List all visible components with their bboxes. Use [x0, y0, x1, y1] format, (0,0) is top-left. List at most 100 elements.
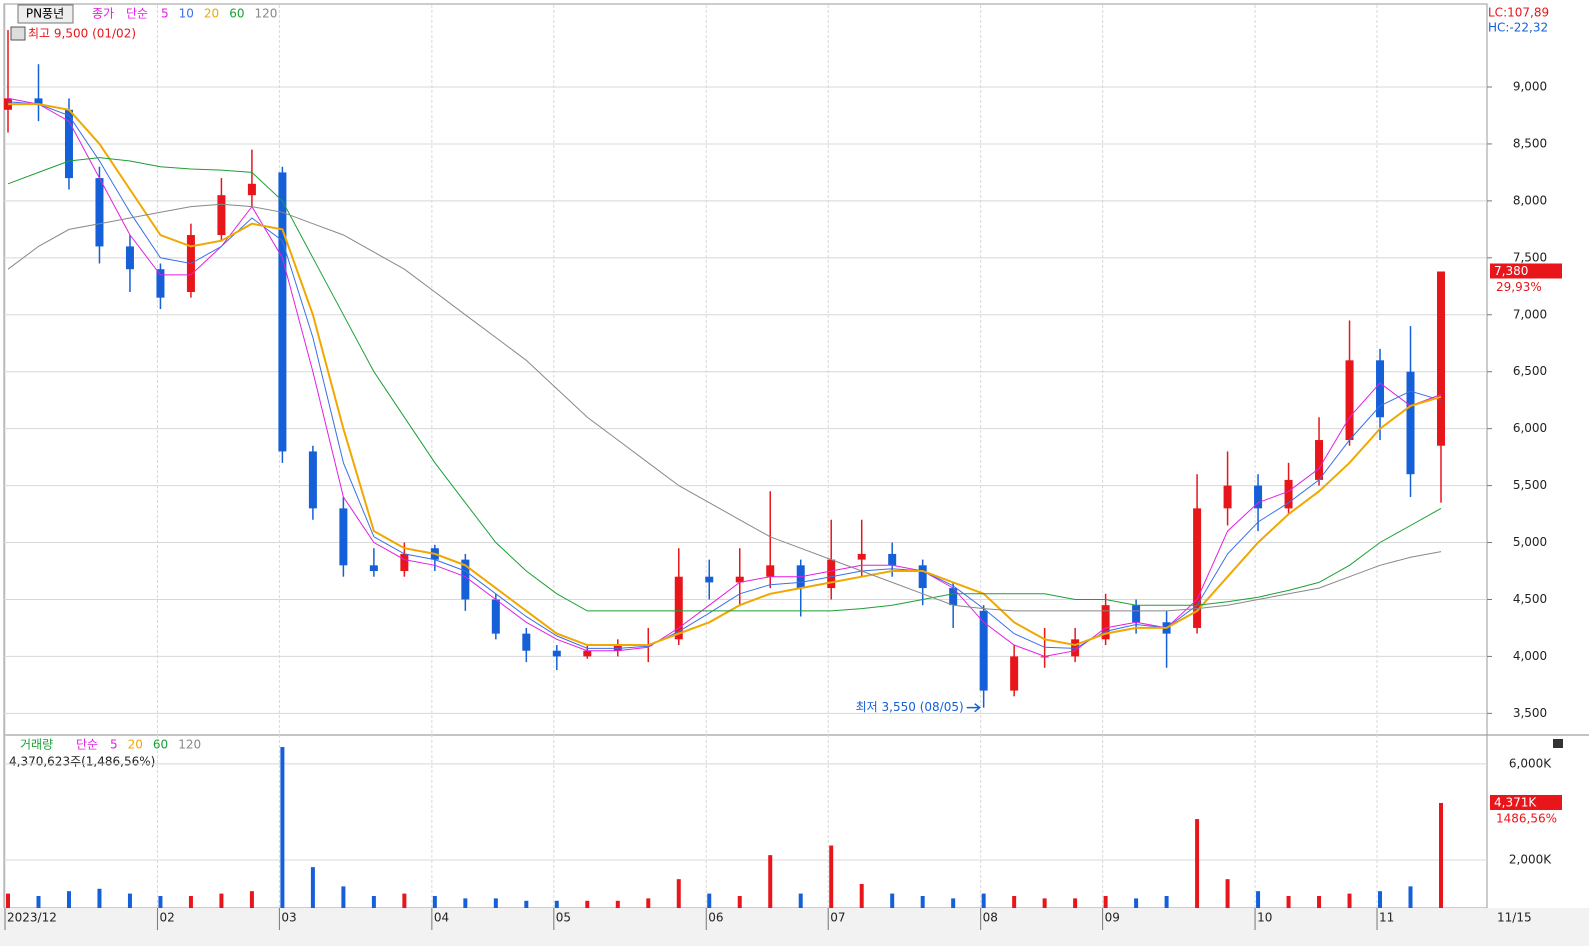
- volume-bar: [890, 893, 895, 908]
- candle-body: [979, 610, 988, 691]
- candle-body: [64, 109, 73, 179]
- lc-label: LC:107,89: [1488, 6, 1549, 20]
- volume-bar: [1164, 895, 1169, 908]
- volume-bar: [463, 898, 468, 908]
- y-tick-label: 7,500: [1513, 250, 1547, 264]
- volume-bar: [188, 895, 193, 908]
- volume-bar: [1042, 898, 1047, 908]
- price-tag-label: 7,380: [1494, 264, 1528, 278]
- candle-body: [217, 195, 226, 236]
- y-tick-label: 7,000: [1513, 307, 1547, 321]
- volume-bar: [97, 888, 102, 908]
- x-tick-label: 09: [1105, 911, 1120, 925]
- candle-body: [369, 565, 378, 572]
- volume-bar: [707, 893, 712, 908]
- candle-body: [1193, 508, 1202, 628]
- candle-body: [247, 183, 256, 196]
- change-label: 29,93%: [1496, 280, 1542, 294]
- volume-bar: [310, 867, 315, 908]
- candle-body: [735, 576, 744, 583]
- ma-line: [8, 103, 1442, 647]
- x-tick-label: 05: [556, 911, 571, 925]
- volume-bar: [1256, 891, 1261, 908]
- candle-body: [827, 559, 836, 589]
- volume-bar: [371, 895, 376, 908]
- candle-body: [1345, 360, 1354, 441]
- candle-body: [461, 559, 470, 600]
- volume-bar: [554, 900, 559, 908]
- candle-body: [857, 553, 866, 560]
- x-tick-label: 04: [434, 911, 449, 925]
- x-tick-label: 02: [159, 911, 174, 925]
- volume-bar: [798, 893, 803, 908]
- ma-line: [7, 97, 1442, 657]
- volume-bar: [920, 895, 925, 908]
- candle-body: [674, 576, 683, 640]
- y-tick-label: 4,000: [1513, 649, 1547, 663]
- volume-bar: [219, 893, 224, 908]
- volume-bar: [646, 898, 651, 908]
- volume-bar: [768, 855, 773, 908]
- x-end-label: 11/15: [1497, 911, 1532, 925]
- volume-bar: [829, 845, 834, 908]
- x-tick-label: 07: [830, 911, 845, 925]
- legend-item: 20: [204, 7, 219, 21]
- price-tag: [1490, 263, 1562, 279]
- volume-change-label: 1486,56%: [1496, 811, 1557, 825]
- table-icon[interactable]: [10, 26, 26, 41]
- low-arrow: [966, 703, 981, 713]
- title-box: [17, 4, 74, 24]
- volume-bar: [402, 893, 407, 908]
- volume-bar: [1408, 886, 1413, 908]
- volume-bar: [158, 895, 163, 908]
- candle-body: [1315, 440, 1324, 480]
- legend-item: 60: [229, 7, 244, 21]
- candle-body: [888, 553, 897, 566]
- x-tick-label: 03: [281, 911, 296, 925]
- volume-bar: [1286, 895, 1291, 908]
- candle-body: [34, 98, 43, 105]
- volume-bar: [951, 898, 956, 908]
- y-tick-label: 4,500: [1513, 592, 1547, 606]
- volume-bar: [859, 883, 864, 908]
- volume-bar: [585, 900, 590, 908]
- volume-bar: [280, 747, 285, 908]
- candle-body: [400, 553, 409, 572]
- candle-body: [95, 178, 104, 247]
- volume-bar: [432, 895, 437, 908]
- ma-line: [7, 157, 1442, 612]
- candle-body: [1101, 605, 1110, 640]
- candle-body: [583, 650, 592, 657]
- volume-tag-label: 4,371K: [1494, 795, 1537, 809]
- volume-bar: [6, 893, 10, 908]
- candle-body: [1010, 656, 1019, 691]
- ma-line: [7, 203, 1442, 612]
- legend-item: 120: [254, 7, 277, 21]
- volume-bar: [981, 893, 986, 908]
- legend-item: 120: [178, 738, 201, 752]
- legend-item: 20: [128, 738, 143, 752]
- volume-bar: [1439, 802, 1443, 908]
- candle-body: [1437, 271, 1445, 446]
- volume-bar: [1134, 898, 1139, 908]
- y-tick-label: 5,000: [1513, 535, 1547, 549]
- y-tick-label: 3,500: [1513, 706, 1547, 720]
- candle-body: [491, 599, 500, 634]
- close-button[interactable]: [1553, 739, 1563, 748]
- candle-body: [1132, 605, 1141, 623]
- candle-body: [918, 565, 927, 589]
- candle-body: [705, 576, 714, 583]
- volume-bar: [249, 891, 254, 908]
- hc-label: HC:-22,32: [1488, 21, 1548, 35]
- y-tick-label: 8,000: [1513, 193, 1547, 207]
- y-tick-label: 6,000K: [1509, 756, 1552, 770]
- candle-body: [1040, 656, 1049, 658]
- candle-body: [125, 246, 134, 270]
- volume-bar: [1317, 895, 1322, 908]
- x-tick-label: 10: [1257, 911, 1272, 925]
- x-tick-label: 11: [1379, 911, 1394, 925]
- chart-title: PN풍년: [26, 7, 64, 21]
- candle-body: [278, 172, 287, 452]
- volume-bar: [1073, 898, 1078, 908]
